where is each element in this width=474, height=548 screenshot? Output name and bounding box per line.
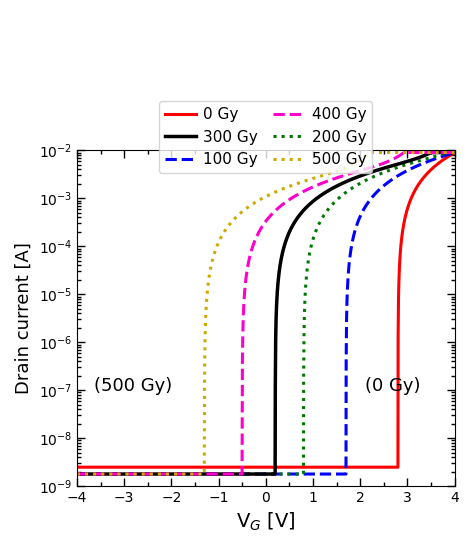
400 Gy — [441, 149, 447, 156]
0 Gy — [441, 156, 447, 163]
500 Gy — [441, 149, 447, 156]
Line: 300 Gy: 300 Gy — [77, 152, 455, 474]
300 Gy — [248, 471, 254, 477]
400 Gy — [452, 149, 457, 156]
100 Gy — [372, 191, 377, 198]
200 Gy — [372, 173, 377, 180]
400 Gy — [401, 149, 407, 156]
Line: 400 Gy: 400 Gy — [77, 152, 455, 474]
300 Gy — [452, 149, 457, 156]
500 Gy — [441, 149, 447, 156]
500 Gy — [372, 149, 377, 156]
0 Gy — [93, 464, 99, 471]
300 Gy — [441, 149, 447, 156]
0 Gy — [441, 156, 447, 163]
500 Gy — [367, 149, 373, 156]
400 Gy — [93, 471, 99, 477]
100 Gy — [248, 471, 254, 477]
400 Gy — [74, 471, 80, 477]
300 Gy — [258, 471, 264, 477]
500 Gy — [74, 471, 80, 477]
400 Gy — [258, 226, 264, 232]
100 Gy — [441, 153, 447, 159]
300 Gy — [372, 168, 377, 174]
Text: (500 Gy): (500 Gy) — [94, 378, 173, 396]
X-axis label: V$_G$ [V]: V$_G$ [V] — [236, 511, 296, 533]
Line: 200 Gy: 200 Gy — [77, 152, 455, 474]
Line: 100 Gy: 100 Gy — [77, 152, 455, 474]
Line: 500 Gy: 500 Gy — [77, 152, 455, 474]
200 Gy — [441, 151, 447, 157]
300 Gy — [93, 471, 99, 477]
200 Gy — [258, 471, 264, 477]
300 Gy — [428, 149, 434, 156]
Legend: 0 Gy, 300 Gy, 100 Gy, 400 Gy, 200 Gy, 500 Gy: 0 Gy, 300 Gy, 100 Gy, 400 Gy, 200 Gy, 50… — [159, 101, 373, 173]
Y-axis label: Drain current [A]: Drain current [A] — [15, 242, 33, 394]
0 Gy — [372, 464, 377, 471]
200 Gy — [248, 471, 254, 477]
200 Gy — [93, 471, 99, 477]
200 Gy — [74, 471, 80, 477]
200 Gy — [452, 149, 457, 156]
200 Gy — [445, 149, 451, 156]
500 Gy — [258, 196, 264, 203]
200 Gy — [441, 151, 447, 157]
300 Gy — [441, 149, 447, 156]
400 Gy — [441, 149, 447, 156]
Text: (0 Gy): (0 Gy) — [365, 378, 421, 396]
400 Gy — [248, 250, 254, 257]
0 Gy — [258, 464, 264, 471]
500 Gy — [452, 149, 457, 156]
500 Gy — [248, 202, 254, 209]
100 Gy — [452, 149, 457, 156]
100 Gy — [74, 471, 80, 477]
500 Gy — [93, 471, 99, 477]
Line: 0 Gy: 0 Gy — [77, 153, 455, 467]
300 Gy — [74, 471, 80, 477]
0 Gy — [248, 464, 254, 471]
100 Gy — [93, 471, 99, 477]
400 Gy — [372, 163, 377, 170]
100 Gy — [258, 471, 264, 477]
0 Gy — [74, 464, 80, 471]
100 Gy — [441, 153, 447, 159]
0 Gy — [452, 150, 457, 156]
